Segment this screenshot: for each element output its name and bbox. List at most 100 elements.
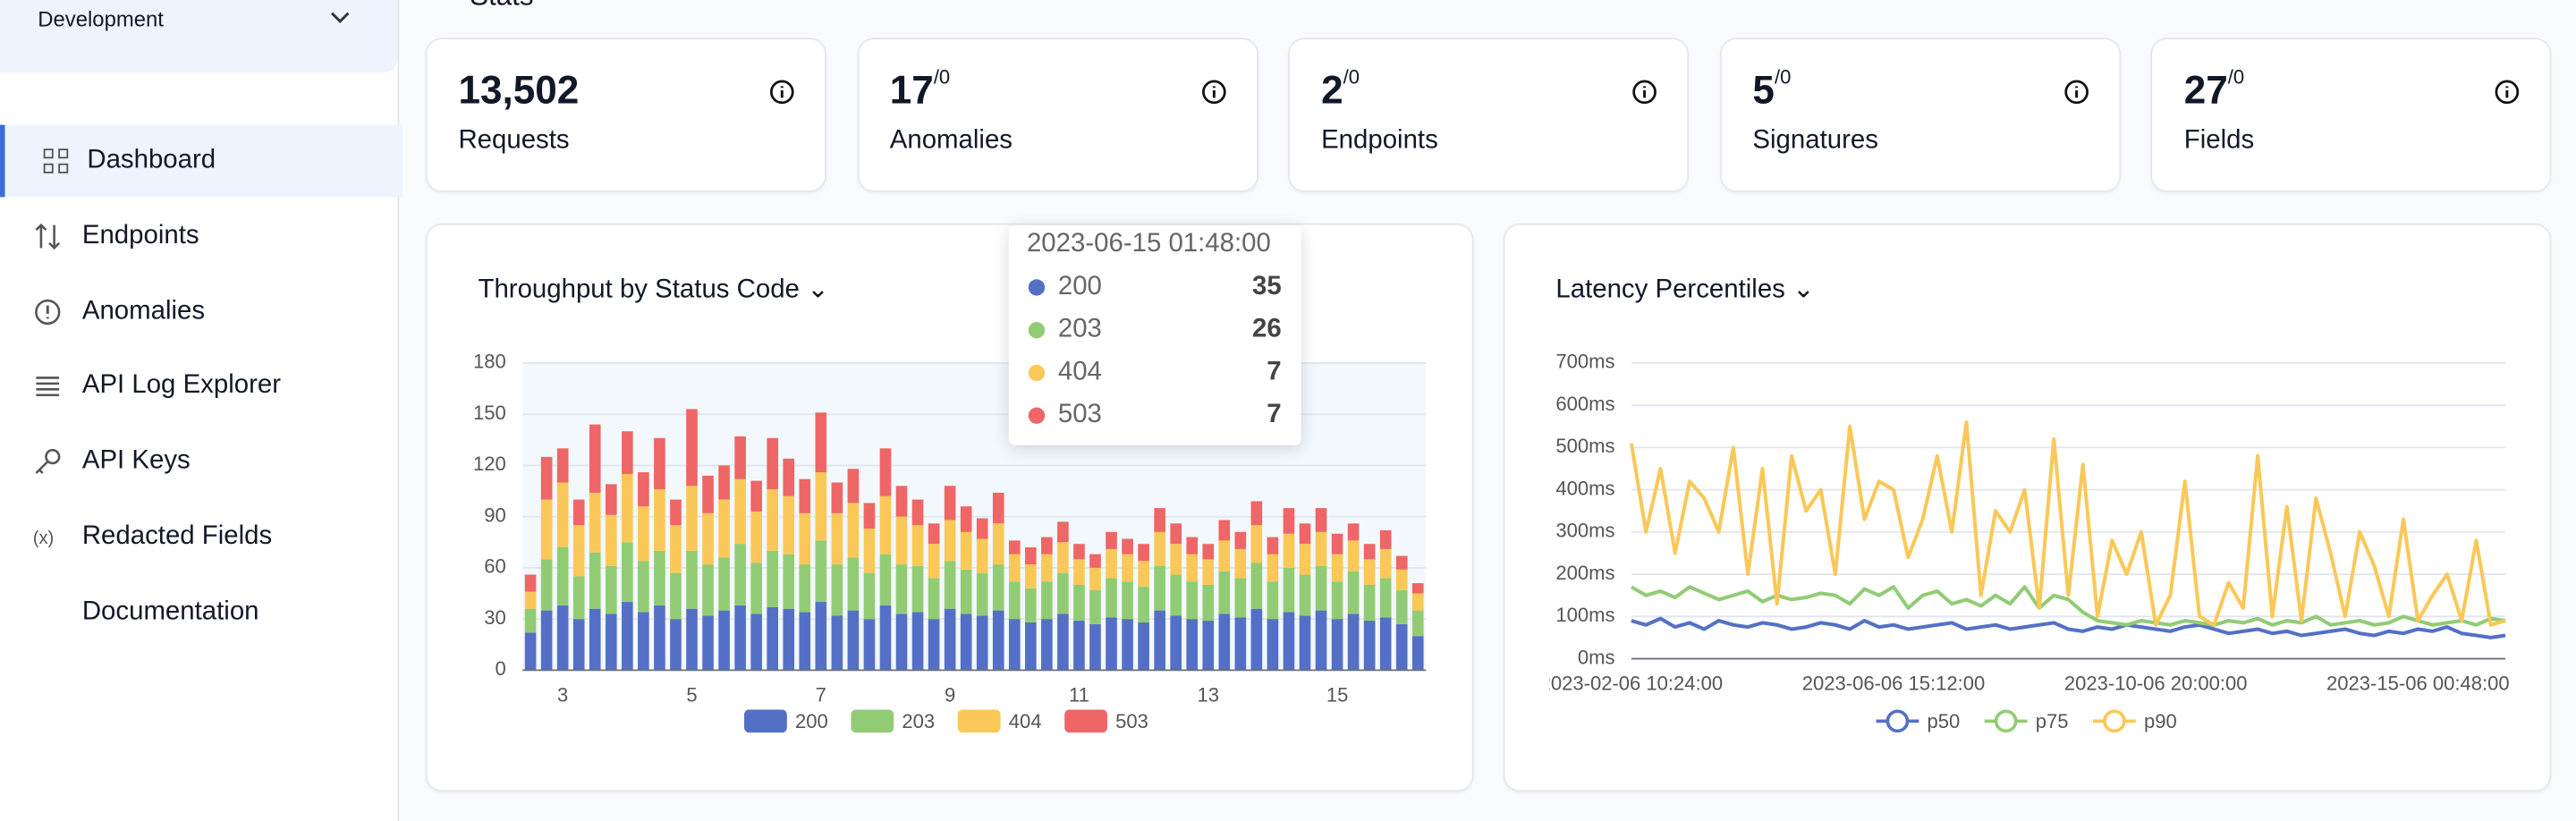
nav-item[interactable]: Anomalies bbox=[0, 275, 397, 348]
bar-segment bbox=[1057, 572, 1069, 614]
workspace-select[interactable]: Development bbox=[0, 0, 398, 72]
tooltip-value: 35 bbox=[1251, 272, 1282, 301]
bar-segment bbox=[1283, 508, 1295, 534]
bar-segment bbox=[654, 550, 665, 605]
bar-segment bbox=[1363, 621, 1376, 671]
info-icon[interactable] bbox=[1631, 79, 1657, 105]
bar-segment bbox=[1347, 614, 1360, 671]
nav-item[interactable]: Endpoints bbox=[0, 200, 397, 273]
bar-segment bbox=[799, 612, 811, 671]
chevron bbox=[330, 12, 350, 23]
info-icon[interactable] bbox=[2063, 79, 2089, 105]
bar-segment bbox=[1025, 588, 1037, 622]
stat-card: 13,502 Requests bbox=[425, 38, 826, 192]
info-icon[interactable] bbox=[769, 79, 795, 105]
value-suffix: /0 bbox=[2227, 65, 2245, 89]
bar-segment bbox=[556, 547, 569, 605]
bar-segment bbox=[1025, 622, 1037, 671]
bar-segment bbox=[1138, 586, 1149, 622]
bar-segment bbox=[944, 608, 956, 671]
bar-segment bbox=[1218, 540, 1231, 571]
bar-segment bbox=[1041, 554, 1053, 582]
bar-segment bbox=[1411, 610, 1424, 637]
bar-segment bbox=[1025, 564, 1037, 588]
bar-segment bbox=[638, 612, 649, 671]
value-suffix: /0 bbox=[1774, 65, 1792, 89]
bar-segment bbox=[734, 478, 746, 545]
stat-card: 27/0 Fields bbox=[2151, 38, 2553, 192]
chart-title[interactable]: Latency Percentiles ⌄ bbox=[1555, 275, 1815, 304]
bar-segment bbox=[1025, 547, 1037, 565]
bar-segment bbox=[911, 525, 924, 566]
bar-segment bbox=[1073, 584, 1085, 622]
stat-value: 13,502 bbox=[458, 69, 579, 114]
stat-label: Requests bbox=[458, 126, 570, 155]
bar-segment bbox=[992, 523, 1004, 565]
tooltip-dot bbox=[1028, 322, 1046, 339]
stat-value: 27/0 bbox=[2184, 65, 2244, 114]
bar-segment bbox=[572, 619, 585, 671]
x-tick-label: 7 bbox=[816, 684, 826, 707]
bar-segment bbox=[622, 473, 633, 543]
nav-item[interactable]: API Log Explorer bbox=[0, 351, 397, 423]
bar-segment bbox=[1008, 554, 1021, 582]
section-title: Stats bbox=[470, 0, 533, 13]
info-icon[interactable] bbox=[1200, 79, 1226, 105]
bar-segment bbox=[815, 472, 827, 541]
legend-swatch bbox=[1064, 709, 1107, 733]
bar-segment bbox=[976, 538, 988, 573]
bar-segment bbox=[1234, 531, 1247, 549]
bar-segment bbox=[1008, 540, 1021, 554]
bar-segment bbox=[670, 499, 682, 526]
bar-segment bbox=[1218, 520, 1231, 541]
bar-segment bbox=[524, 608, 537, 633]
y-tick-label: 600ms bbox=[1555, 393, 1614, 415]
bar-segment bbox=[734, 436, 746, 479]
bar-segment bbox=[992, 610, 1004, 671]
chart-title[interactable]: Throughput by Status Code ⌄ bbox=[478, 275, 829, 304]
legend-label: 200 bbox=[795, 710, 828, 732]
bar-segment bbox=[540, 559, 553, 611]
bar-segment bbox=[1379, 548, 1392, 579]
info-icon[interactable] bbox=[2495, 79, 2521, 105]
nav-item[interactable]: Dashboard bbox=[0, 124, 403, 198]
bar-segment bbox=[605, 484, 617, 515]
bar-segment bbox=[1122, 538, 1133, 554]
bar-segment bbox=[847, 557, 860, 611]
nav-item[interactable]: Documentation bbox=[0, 576, 397, 648]
bar-segment bbox=[638, 472, 649, 507]
bar-segment bbox=[540, 610, 553, 671]
bar-segment bbox=[783, 554, 795, 609]
bar-segment bbox=[1283, 533, 1295, 568]
bar-segment bbox=[1041, 581, 1053, 620]
bar-segment bbox=[1315, 610, 1327, 671]
workspace-name: Development bbox=[38, 6, 164, 31]
bar-segment bbox=[734, 605, 746, 671]
bar-segment bbox=[654, 605, 665, 671]
nav-label: Redacted Fields bbox=[81, 522, 273, 551]
bar-segment bbox=[1411, 636, 1424, 671]
bar-segment bbox=[1283, 612, 1295, 671]
bar-segment bbox=[1122, 619, 1133, 671]
y-tick-label: 30 bbox=[484, 606, 506, 629]
x-tick-label: 9 bbox=[945, 684, 955, 707]
bar-segment bbox=[1186, 619, 1199, 671]
y-tick-label: 180 bbox=[473, 351, 506, 373]
bar-segment bbox=[815, 540, 827, 603]
tooltip-name: 404 bbox=[1057, 358, 1102, 386]
bar-segment bbox=[1202, 544, 1215, 560]
y-tick-label: 500ms bbox=[1555, 435, 1614, 457]
bar-segment bbox=[976, 615, 988, 671]
y-tick-label: 120 bbox=[473, 453, 506, 475]
bar-segment bbox=[1106, 617, 1117, 671]
bar-segment bbox=[1267, 581, 1279, 620]
bar-segment bbox=[895, 516, 908, 565]
stat-card: 17/0 Anomalies bbox=[857, 38, 1258, 192]
bar-segment bbox=[638, 561, 649, 613]
nav-item[interactable]: (x) Redacted Fields bbox=[0, 501, 397, 573]
bar-segment bbox=[1267, 619, 1279, 671]
stat-label: Fields bbox=[2183, 126, 2255, 155]
stat-value: 17/0 bbox=[890, 65, 950, 114]
nav-item[interactable]: API Keys bbox=[0, 426, 397, 498]
